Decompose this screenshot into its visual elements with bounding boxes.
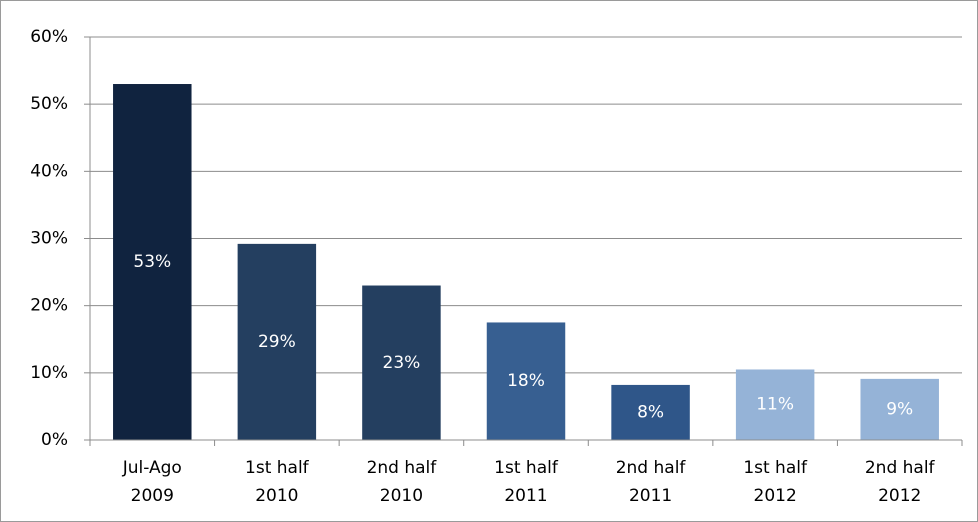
bar (237, 243, 317, 440)
x-tick-label: 2nd half 2010 (367, 458, 438, 506)
x-tick-label: Jul-Ago 2009 (122, 458, 182, 506)
data-label: 23% (383, 353, 421, 373)
bar (860, 378, 939, 440)
y-tick-label: 30% (30, 229, 68, 249)
data-label: 29% (258, 332, 296, 352)
y-tick-label: 20% (30, 296, 68, 316)
y-tick-label: 40% (30, 161, 68, 181)
data-label: 18% (507, 371, 545, 391)
data-label: 8% (637, 402, 664, 422)
x-tick-label: 2nd half 2012 (865, 458, 936, 506)
y-tick-label: 60% (30, 27, 68, 47)
bar (362, 285, 441, 440)
data-label: 9% (886, 399, 913, 419)
x-tick-label: 1st half 2011 (494, 458, 559, 506)
bar (113, 84, 192, 441)
data-label: 53% (133, 252, 171, 272)
data-label: 11% (756, 395, 794, 415)
y-tick-label: 10% (30, 363, 68, 383)
bar (611, 384, 690, 440)
bar (735, 369, 815, 440)
x-tick-label: 1st half 2010 (245, 458, 310, 506)
x-tick-label: 1st half 2012 (743, 458, 808, 506)
x-tick-label: 2nd half 2011 (616, 458, 687, 506)
y-tick-label: 50% (30, 94, 68, 114)
y-tick-label: 0% (41, 430, 68, 450)
bar (486, 322, 566, 440)
